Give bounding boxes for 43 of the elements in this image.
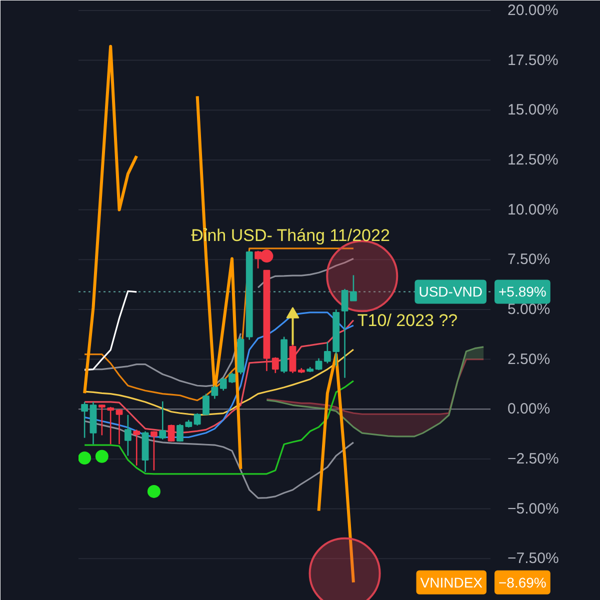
y-tick-label: −7.50% xyxy=(508,550,559,568)
point xyxy=(260,250,274,263)
candlestick xyxy=(315,358,322,371)
candlestick xyxy=(133,429,140,466)
candlestick xyxy=(272,356,279,374)
y-tick-label: 5.00% xyxy=(508,300,550,318)
candlestick xyxy=(350,274,357,302)
annotation: T10/ 2023 ?? xyxy=(357,310,458,330)
line-series xyxy=(266,346,484,438)
line-series xyxy=(84,380,354,475)
text: +5.89% xyxy=(498,284,546,300)
candlestick xyxy=(98,404,106,436)
candlestick xyxy=(124,414,132,456)
candlestick xyxy=(81,401,88,438)
line-series xyxy=(84,420,354,499)
point xyxy=(78,451,92,464)
candlestick xyxy=(202,393,210,416)
candlestick xyxy=(159,400,166,440)
candlestick xyxy=(194,412,201,426)
y-tick-label: 15.00% xyxy=(508,102,558,119)
line-series xyxy=(84,348,354,416)
y-tick-label: 2.50% xyxy=(508,350,550,368)
candlestick xyxy=(211,384,218,400)
candlestick xyxy=(341,288,348,378)
y-tick-label: −5.00% xyxy=(508,500,559,518)
point xyxy=(95,450,108,463)
y-tick-label: 7.50% xyxy=(508,251,550,268)
y-tick-label: 0.00% xyxy=(508,400,550,418)
y-tick-label: −2.50% xyxy=(508,450,559,468)
y-tick-label: 12.50% xyxy=(508,151,558,168)
y-tick-label: 10.00% xyxy=(508,201,558,218)
candlestick xyxy=(150,430,158,471)
legend-label: USD-VND xyxy=(418,284,482,300)
legend-label: VNINDEX xyxy=(420,574,484,590)
line-series xyxy=(84,290,138,371)
point xyxy=(147,484,160,498)
text: −8.69% xyxy=(498,574,546,590)
y-tick-label: 17.50% xyxy=(508,52,558,69)
y-tick-label: 20.00% xyxy=(508,2,558,19)
candlestick xyxy=(107,406,114,445)
candlestick xyxy=(116,408,123,445)
candlestick xyxy=(168,424,175,442)
candlestick xyxy=(324,341,331,364)
